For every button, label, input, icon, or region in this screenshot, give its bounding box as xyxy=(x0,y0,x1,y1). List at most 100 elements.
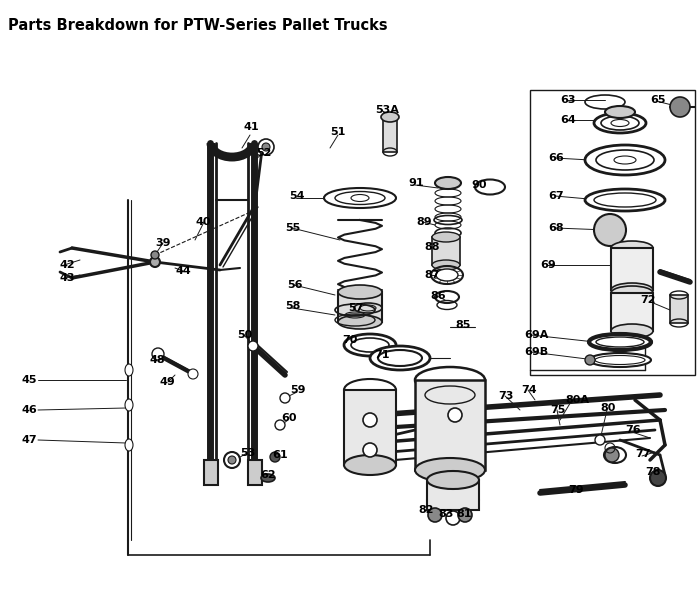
Text: 54: 54 xyxy=(289,191,304,201)
Bar xyxy=(432,237,460,265)
Bar xyxy=(204,460,218,485)
Text: 58: 58 xyxy=(285,301,300,311)
Ellipse shape xyxy=(432,232,460,242)
Circle shape xyxy=(280,393,290,403)
Text: 82: 82 xyxy=(418,505,433,515)
Text: 60: 60 xyxy=(281,413,297,423)
Circle shape xyxy=(428,508,442,522)
Circle shape xyxy=(248,341,258,351)
Ellipse shape xyxy=(125,364,133,376)
Ellipse shape xyxy=(585,189,665,211)
Text: 44: 44 xyxy=(175,266,190,276)
Circle shape xyxy=(670,97,690,117)
Ellipse shape xyxy=(261,474,275,482)
Text: 85: 85 xyxy=(455,320,470,330)
Text: 59: 59 xyxy=(290,385,305,395)
Text: 50: 50 xyxy=(237,330,252,340)
Circle shape xyxy=(594,214,626,246)
Text: 67: 67 xyxy=(548,191,564,201)
Text: 80: 80 xyxy=(600,403,615,413)
Ellipse shape xyxy=(415,367,485,393)
Ellipse shape xyxy=(338,285,382,299)
Ellipse shape xyxy=(427,471,479,489)
Bar xyxy=(611,248,653,290)
Circle shape xyxy=(363,443,377,457)
Text: 87: 87 xyxy=(424,270,440,280)
Ellipse shape xyxy=(589,353,651,367)
Circle shape xyxy=(458,508,472,522)
Circle shape xyxy=(270,452,280,462)
Ellipse shape xyxy=(589,334,651,350)
Text: 78: 78 xyxy=(645,467,661,477)
Circle shape xyxy=(228,456,236,464)
Text: 43: 43 xyxy=(59,273,74,283)
Circle shape xyxy=(585,355,595,365)
Bar xyxy=(670,295,688,323)
Text: 79: 79 xyxy=(568,485,584,495)
Ellipse shape xyxy=(344,455,396,475)
Text: 76: 76 xyxy=(625,425,640,435)
Text: 81: 81 xyxy=(456,509,472,519)
Text: 89: 89 xyxy=(416,217,432,227)
Text: 56: 56 xyxy=(287,280,302,290)
Text: 69A: 69A xyxy=(524,330,548,340)
Text: 49: 49 xyxy=(160,377,176,387)
Ellipse shape xyxy=(611,283,653,297)
Text: 40: 40 xyxy=(196,217,211,227)
Text: 47: 47 xyxy=(22,435,38,445)
Text: 72: 72 xyxy=(640,295,655,305)
Bar xyxy=(415,380,485,470)
Circle shape xyxy=(258,139,274,155)
Text: 90: 90 xyxy=(471,180,486,190)
Text: 57: 57 xyxy=(348,303,363,313)
Ellipse shape xyxy=(324,188,396,208)
Text: 66: 66 xyxy=(548,153,564,163)
Ellipse shape xyxy=(432,260,460,270)
Circle shape xyxy=(188,369,198,379)
Circle shape xyxy=(151,251,159,259)
Text: 73: 73 xyxy=(498,391,513,401)
Ellipse shape xyxy=(611,324,653,338)
Text: 55: 55 xyxy=(285,223,300,233)
Ellipse shape xyxy=(125,439,133,451)
Bar xyxy=(344,390,396,465)
Text: 74: 74 xyxy=(521,385,537,395)
Text: 65: 65 xyxy=(650,95,666,105)
Text: 41: 41 xyxy=(243,122,258,132)
Text: 75: 75 xyxy=(550,405,566,415)
Bar xyxy=(248,460,262,485)
Text: 52: 52 xyxy=(256,148,272,158)
Circle shape xyxy=(650,470,666,486)
Text: 80A: 80A xyxy=(565,395,589,405)
Ellipse shape xyxy=(611,241,653,255)
Ellipse shape xyxy=(415,458,485,482)
Text: 62: 62 xyxy=(260,470,276,480)
Circle shape xyxy=(448,408,462,422)
Text: 70: 70 xyxy=(342,335,358,345)
Circle shape xyxy=(150,257,160,267)
Circle shape xyxy=(224,452,240,468)
Circle shape xyxy=(152,348,164,360)
Ellipse shape xyxy=(125,399,133,411)
Text: 71: 71 xyxy=(374,350,389,360)
Ellipse shape xyxy=(427,491,479,509)
Text: 42: 42 xyxy=(59,260,75,270)
Text: 39: 39 xyxy=(155,238,171,248)
Text: 69: 69 xyxy=(540,260,556,270)
Ellipse shape xyxy=(381,112,399,122)
Ellipse shape xyxy=(435,177,461,189)
Circle shape xyxy=(275,420,285,430)
Text: 53A: 53A xyxy=(375,105,399,115)
Ellipse shape xyxy=(611,286,653,300)
Text: 83: 83 xyxy=(438,509,454,519)
Text: 77: 77 xyxy=(635,449,650,459)
Text: 46: 46 xyxy=(22,405,38,415)
Circle shape xyxy=(363,413,377,427)
Ellipse shape xyxy=(436,269,458,281)
Ellipse shape xyxy=(605,106,635,118)
Circle shape xyxy=(605,448,619,462)
Ellipse shape xyxy=(604,447,626,463)
Ellipse shape xyxy=(475,180,505,194)
Text: 45: 45 xyxy=(22,375,38,385)
Text: 48: 48 xyxy=(150,355,166,365)
